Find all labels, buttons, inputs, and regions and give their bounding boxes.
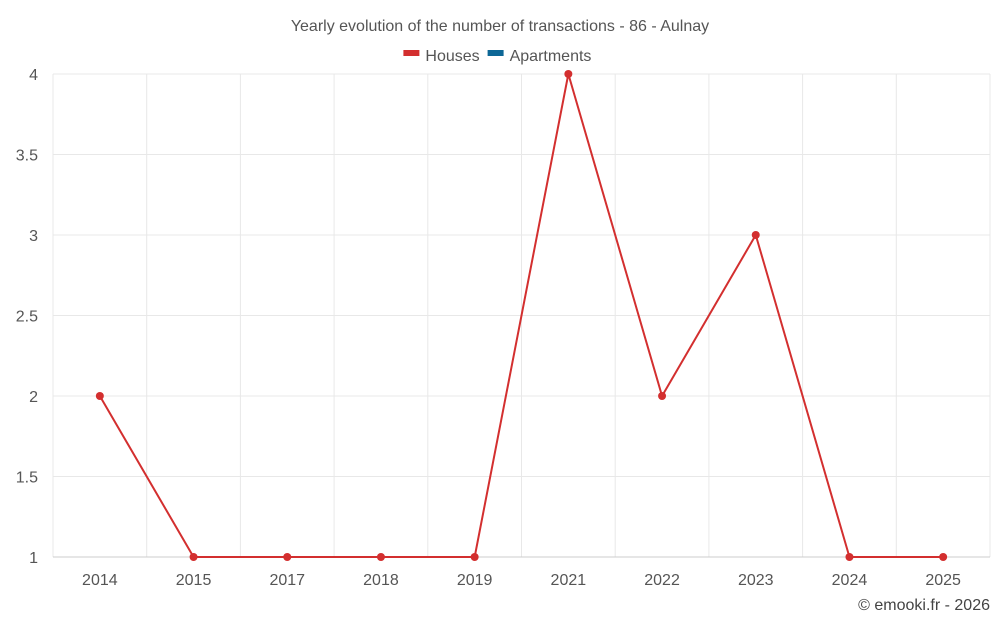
y-tick-label: 1 bbox=[29, 550, 38, 567]
legend-swatch bbox=[487, 50, 504, 56]
x-tick-label: 2018 bbox=[363, 572, 399, 589]
axes: 1 1.5 2 2.5 3 3.5 4 2014 2015 2017 2018 2019 2021 202… bbox=[16, 67, 990, 589]
x-tick-label: 2017 bbox=[269, 572, 305, 589]
x-tick-label: 2025 bbox=[925, 572, 961, 589]
x-tick-label: 2024 bbox=[832, 572, 868, 589]
x-tick-label: 2021 bbox=[551, 572, 587, 589]
x-tick-label: 2022 bbox=[644, 572, 680, 589]
x-tick-label: 2019 bbox=[457, 572, 493, 589]
legend-swatch bbox=[403, 50, 420, 56]
chart-title: Yearly evolution of the number of transa… bbox=[291, 18, 709, 35]
legend-item-apartments[interactable]: Apartments bbox=[487, 48, 592, 65]
y-tick-label: 2 bbox=[29, 389, 38, 406]
legend-label: Houses bbox=[425, 48, 479, 65]
data-point[interactable] bbox=[283, 553, 292, 561]
series-line-houses bbox=[98, 73, 944, 558]
data-point[interactable] bbox=[189, 553, 198, 561]
y-tick-label: 2.5 bbox=[16, 309, 38, 326]
data-point[interactable] bbox=[470, 553, 479, 561]
legend-label: Apartments bbox=[510, 48, 592, 65]
data-point[interactable] bbox=[939, 553, 948, 561]
legend[interactable]: Houses Apartments bbox=[403, 48, 591, 65]
data-point[interactable] bbox=[658, 392, 667, 400]
x-tick-label: 2015 bbox=[176, 572, 212, 589]
y-tick-label: 3.5 bbox=[16, 148, 38, 165]
legend-item-houses[interactable]: Houses bbox=[403, 48, 480, 65]
x-tick-label: 2023 bbox=[738, 572, 774, 589]
x-tick-label: 2014 bbox=[82, 572, 118, 589]
y-tick-label: 1.5 bbox=[16, 470, 38, 487]
data-point[interactable] bbox=[845, 553, 854, 561]
data-point[interactable] bbox=[564, 70, 573, 78]
series-layer bbox=[95, 70, 948, 561]
data-point[interactable] bbox=[376, 553, 385, 561]
credit-text: © emooki.fr - 2026 bbox=[858, 597, 990, 614]
y-tick-label: 3 bbox=[29, 228, 38, 245]
data-point[interactable] bbox=[751, 231, 760, 239]
y-tick-label: 4 bbox=[29, 67, 38, 84]
data-point[interactable] bbox=[95, 392, 104, 400]
